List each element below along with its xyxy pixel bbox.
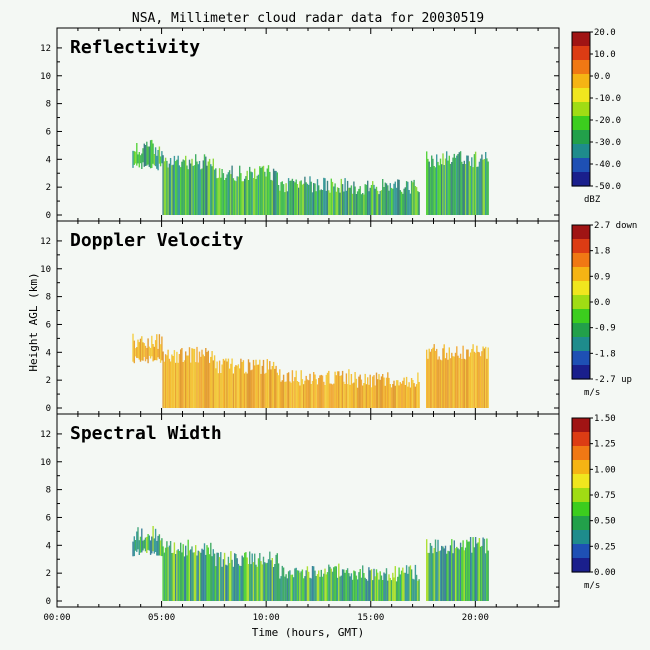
x-tick-label: 00:00 xyxy=(43,613,70,623)
y-tick-label: 12 xyxy=(40,430,51,440)
y-axis-label: Height AGL (km) xyxy=(27,272,40,371)
colorbar-tick-label: -50.0 xyxy=(594,182,621,192)
colorbar-tick-label: 0.0 xyxy=(594,72,610,82)
colorbar-tick-label: 1.50 xyxy=(594,414,616,424)
y-tick-label: 4 xyxy=(46,541,51,551)
y-tick-label: 8 xyxy=(46,100,51,110)
y-tick-label: 8 xyxy=(46,293,51,303)
colorbar-tick-label: 1.00 xyxy=(594,465,616,475)
colorbar: 2.7 down 1.8 0.9 0.0 -0.9 -1.8 -2.7 up m/s xyxy=(571,221,637,398)
y-tick-label: 12 xyxy=(40,44,51,54)
y-tick-label: 4 xyxy=(46,348,51,358)
chart-title: NSA, Millimeter cloud radar data for 200… xyxy=(132,11,484,26)
cloud-echo xyxy=(132,333,489,408)
x-tick-label: 15:00 xyxy=(357,613,384,623)
colorbar-tick-label: 10.0 xyxy=(594,50,616,60)
panel-reflectivity: 0 2 4 6 8 10 12 Reflectivity 20.0 10.0 0.0 -10.0 -20… xyxy=(40,27,621,222)
y-tick-label: 0 xyxy=(46,211,51,221)
y-tick-label: 10 xyxy=(40,265,51,275)
colorbar-tick-label: 20.0 xyxy=(594,28,616,38)
colorbar: 1.50 1.25 1.00 0.75 0.50 0.25 0.00 m/s xyxy=(571,414,616,591)
y-tick-label: 10 xyxy=(40,458,51,468)
x-tick-label: 10:00 xyxy=(253,613,280,623)
y-tick-label: 2 xyxy=(46,183,51,193)
colorbar-tick-label: -20.0 xyxy=(594,116,621,126)
colorbar-tick-label: 0.00 xyxy=(594,568,616,578)
colorbar-tick-label: -1.8 xyxy=(594,349,616,359)
colorbar-tick-label: -0.9 xyxy=(594,324,616,334)
y-tick-label: 6 xyxy=(46,320,51,330)
y-tick-label: 0 xyxy=(46,404,51,414)
cloud-echo xyxy=(132,139,489,215)
panel-doppler-velocity: 0 2 4 6 8 10 12 Doppler Velocity 2.7 down 1.8 0.9 0… xyxy=(40,220,637,415)
y-tick-label: 2 xyxy=(46,569,51,579)
panel-label: Spectral Width xyxy=(70,423,222,444)
colorbar-units: dBZ xyxy=(584,195,601,205)
colorbar-tick-label: -2.7 up xyxy=(594,375,632,385)
colorbar-tick-label: -30.0 xyxy=(594,138,621,148)
y-tick-label: 2 xyxy=(46,376,51,386)
y-tick-label: 12 xyxy=(40,237,51,247)
panel-spectral-width: 0 2 4 6 8 10 12 Spectral Width 1.50 1.25 1.00 0.75 0… xyxy=(40,413,616,608)
y-tick-label: 8 xyxy=(46,486,51,496)
colorbar: 20.0 10.0 0.0 -10.0 -20.0 -30.0 -40.0 -50.0 dBZ xyxy=(571,28,621,205)
y-tick-label: 0 xyxy=(46,597,51,607)
colorbar-tick-label: -40.0 xyxy=(594,160,621,170)
colorbar-units: m/s xyxy=(584,388,600,398)
colorbar-tick-label: 0.50 xyxy=(594,517,616,527)
colorbar-tick-label: -10.0 xyxy=(594,94,621,104)
colorbar-tick-label: 1.8 xyxy=(594,247,610,257)
colorbar-tick-label: 1.25 xyxy=(594,440,616,450)
x-tick-label: 05:00 xyxy=(148,613,175,623)
colorbar-tick-label: 0.9 xyxy=(594,272,610,282)
colorbar-tick-label: 2.7 down xyxy=(594,221,637,231)
y-tick-label: 6 xyxy=(46,513,51,523)
panel-label: Reflectivity xyxy=(70,37,200,58)
x-axis-label: Time (hours, GMT) xyxy=(252,626,365,639)
y-tick-label: 4 xyxy=(46,155,51,165)
colorbar-tick-label: 0.75 xyxy=(594,491,616,501)
colorbar-tick-label: 0.0 xyxy=(594,298,610,308)
cloud-echo xyxy=(132,526,489,601)
panel-label: Doppler Velocity xyxy=(70,230,244,251)
colorbar-units: m/s xyxy=(584,581,600,591)
y-tick-label: 10 xyxy=(40,72,51,82)
y-tick-label: 6 xyxy=(46,127,51,137)
colorbar-tick-label: 0.25 xyxy=(594,542,616,552)
x-tick-label: 20:00 xyxy=(462,613,489,623)
